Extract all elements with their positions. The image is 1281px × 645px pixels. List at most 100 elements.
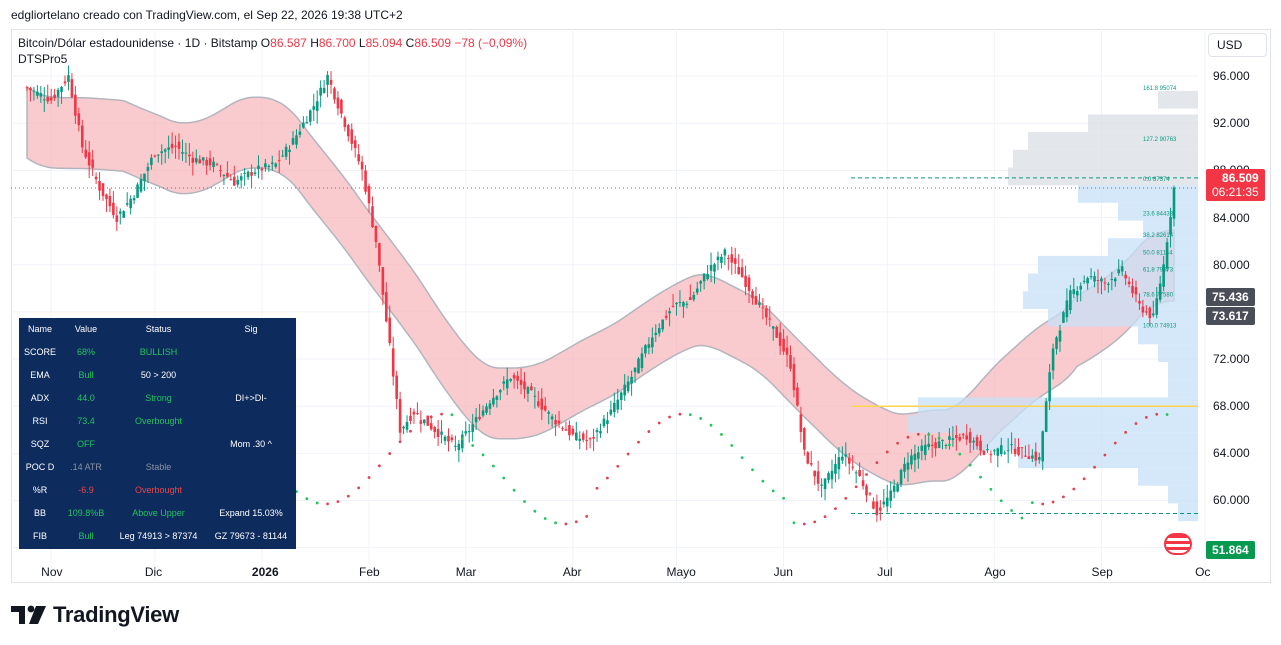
candle-body [77, 113, 81, 126]
candle-body [464, 431, 468, 434]
candle-body [730, 254, 734, 263]
candle-body [1024, 455, 1027, 457]
oscillator-dot [885, 450, 889, 454]
candle-body [471, 424, 474, 432]
candle-body [923, 444, 927, 455]
candle-body [671, 305, 675, 307]
table-cell-value: 109.8%B [67, 508, 105, 518]
candle-body [136, 184, 139, 198]
candle-body [308, 110, 312, 122]
candle-body [592, 436, 595, 439]
chart-header-credit: edgliortelano creado con TradingView.com… [11, 8, 403, 22]
candle-body [315, 101, 319, 111]
candle-body [609, 409, 613, 415]
candle-body [747, 277, 751, 292]
candle-body [98, 181, 101, 191]
flag-icon[interactable] [1164, 533, 1192, 555]
candle-body [502, 381, 506, 384]
candle-body [495, 396, 499, 400]
candle-body [53, 94, 56, 99]
oscillator-dot [481, 453, 485, 457]
candle-body [537, 401, 540, 406]
candle-body [118, 211, 122, 214]
high-label: H [310, 36, 319, 50]
oscillator-dot [1010, 509, 1014, 512]
candle-body [523, 381, 526, 390]
candle-body [267, 166, 271, 168]
candle-body [575, 432, 578, 441]
candle-body [84, 149, 88, 158]
volume-profile-bar [1013, 149, 1198, 168]
oscillator-dot [1165, 413, 1169, 416]
oscillator-dot [927, 433, 931, 437]
open-value: 86.587 [270, 36, 307, 50]
oscillator-dot [357, 486, 361, 490]
volume-profile-bar [1088, 114, 1198, 133]
candle-body [63, 81, 67, 84]
price-chart[interactable]: 161.8 95074 127.2 90763 0.0 87374 23.6 8443… [11, 29, 1271, 583]
candle-body [232, 176, 236, 186]
candle-body [499, 390, 502, 393]
candle-body [561, 427, 564, 429]
volume-profile-bar [1048, 308, 1198, 327]
candle-body [685, 303, 689, 305]
candle-body [568, 425, 571, 436]
candle-body [429, 423, 433, 430]
candle-body [633, 367, 637, 373]
candle-body [367, 186, 371, 204]
candle-body [291, 138, 295, 145]
candle-body [32, 90, 36, 92]
candle-body [1086, 278, 1089, 284]
table-cell-sig: Expand 15.03% [219, 508, 283, 518]
symbol-title: Bitcoin/Dólar estadounidense · 1D · Bits… [18, 36, 258, 50]
candle-body [1079, 285, 1083, 290]
candle-body [42, 99, 46, 101]
oscillator-dot [782, 496, 786, 500]
chart-frame [11, 29, 1271, 583]
candle-body [975, 437, 979, 447]
candle-body [1124, 274, 1127, 279]
table-cell-value: OFF [77, 439, 95, 449]
candle-body [67, 75, 70, 82]
indicator-name[interactable]: DTSPro5 [18, 52, 68, 66]
low-value: 85.094 [365, 36, 403, 50]
candle-body [768, 318, 772, 320]
oscillator-dot [1144, 415, 1148, 419]
candle-body [284, 146, 288, 157]
oscillator-dot [668, 415, 671, 419]
last-price-tag: 86.509 06:21:35 [1206, 169, 1265, 201]
oscillator-dot [626, 452, 630, 456]
candle-body [260, 168, 264, 171]
candle-body [647, 344, 651, 348]
candle-body [578, 438, 582, 441]
candle-body [122, 211, 126, 218]
candle-body [1048, 372, 1051, 402]
candle-body [1138, 301, 1141, 304]
chart-legend: Bitcoin/Dólar estadounidense · 1D · Bits… [18, 35, 527, 67]
candle-body [492, 397, 495, 405]
candle-body [785, 347, 789, 355]
table-cell-value: Bull [78, 531, 94, 541]
table-cell-status: Above Upper [132, 508, 185, 518]
candle-body [395, 375, 398, 399]
oscillator-dot [512, 488, 516, 492]
candle-body [1069, 290, 1072, 311]
candle-body [948, 436, 951, 440]
candle-body [640, 353, 644, 369]
candle-body [1093, 276, 1096, 282]
oscillator-dot [948, 443, 951, 447]
time-axis-label: 2026 [251, 565, 279, 579]
candle-body [792, 364, 796, 391]
candle-body [1120, 266, 1124, 272]
candle-body [326, 74, 329, 85]
currency-selector[interactable]: USD [1208, 33, 1267, 57]
candle-body [706, 273, 709, 280]
candle-body [1037, 457, 1041, 460]
candle-body [913, 453, 917, 461]
candle-body [1134, 287, 1138, 295]
candle-body [170, 143, 174, 149]
oscillator-dot [1020, 516, 1024, 520]
oscillator-dot [1113, 441, 1117, 445]
candle-body [25, 87, 29, 89]
candle-body [112, 202, 115, 216]
